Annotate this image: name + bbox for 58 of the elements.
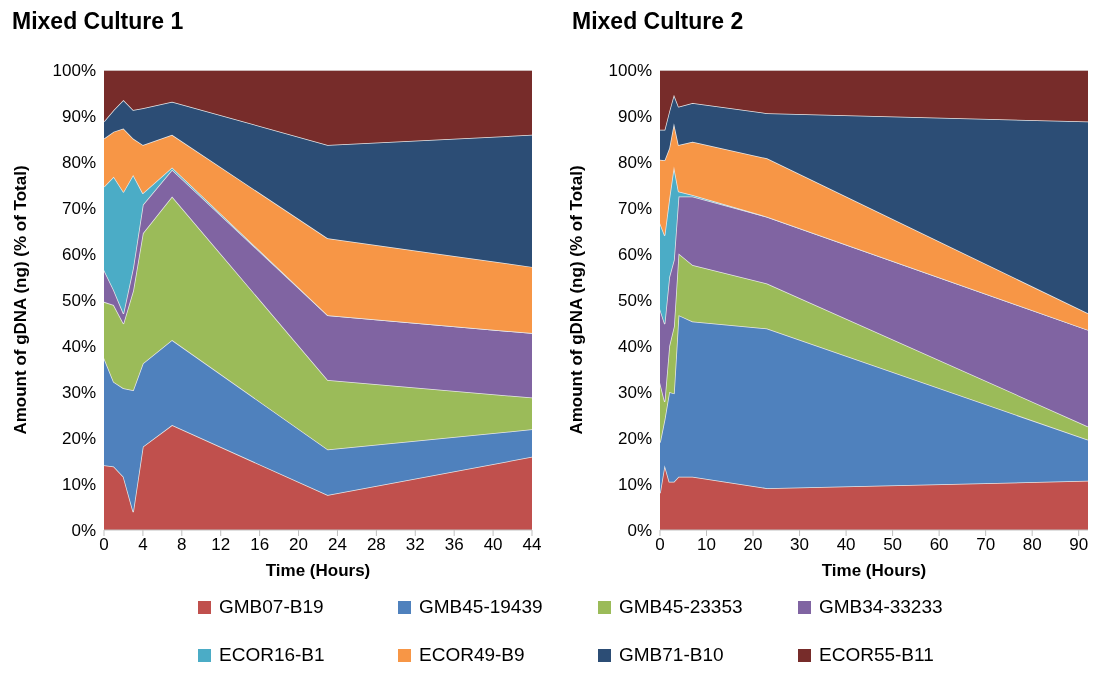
y-tick-label: 90%: [617, 107, 652, 127]
x-tick-label: 30: [790, 535, 810, 555]
y-tick-label: 80%: [617, 153, 652, 173]
y-tick-label: 100%: [52, 61, 96, 81]
y-tick-label: 20%: [61, 429, 96, 449]
y-tick-label: 0%: [627, 521, 652, 541]
x-tick-label: 36: [444, 535, 464, 555]
x-axis-title: Time (Hours): [821, 561, 927, 580]
y-tick-label: 40%: [61, 337, 96, 357]
legend-label: ECOR55-B11: [819, 644, 934, 666]
y-tick-label: 100%: [608, 61, 652, 81]
y-tick-label: 70%: [617, 199, 652, 219]
y-axis-title: Amount of gDNA (ng) (% of Total): [11, 165, 31, 435]
y-tick-label: 50%: [617, 291, 652, 311]
y-tick-label: 70%: [61, 199, 96, 219]
x-tick-label: 28: [366, 535, 386, 555]
y-tick-label: 0%: [71, 521, 96, 541]
y-tick-label: 30%: [617, 383, 652, 403]
x-tick-label: 0: [655, 535, 665, 555]
legend-label: GMB71-B10: [619, 644, 724, 666]
x-tick-label: 20: [743, 535, 763, 555]
y-tick-label: 20%: [617, 429, 652, 449]
y-tick-label: 30%: [61, 383, 96, 403]
legend-label: ECOR16-B1: [219, 644, 325, 666]
legend-label: GMB07-B19: [219, 596, 324, 618]
chart-title: Mixed Culture 1: [12, 8, 184, 35]
x-tick-label: 24: [327, 535, 347, 555]
y-tick-label: 10%: [617, 475, 652, 495]
y-tick-label: 90%: [61, 107, 96, 127]
x-tick-label: 32: [405, 535, 425, 555]
x-tick-label: 44: [522, 535, 542, 555]
x-tick-label: 12: [211, 535, 231, 555]
x-tick-label: 60: [929, 535, 949, 555]
chart-title: Mixed Culture 2: [572, 8, 744, 35]
x-tick-label: 90: [1069, 535, 1089, 555]
x-tick-label: 40: [836, 535, 856, 555]
x-tick-label: 0: [99, 535, 109, 555]
y-tick-label: 40%: [617, 337, 652, 357]
y-tick-label: 10%: [61, 475, 96, 495]
legend-label: GMB34-33233: [819, 596, 943, 618]
x-tick-label: 80: [1022, 535, 1042, 555]
legend-label: GMB45-19439: [419, 596, 543, 618]
legend-label: GMB45-23353: [619, 596, 743, 618]
x-tick-label: 70: [976, 535, 996, 555]
legend-label: ECOR49-B9: [419, 644, 525, 666]
x-tick-label: 20: [289, 535, 309, 555]
x-tick-label: 4: [138, 535, 148, 555]
x-tick-label: 40: [483, 535, 503, 555]
x-tick-label: 50: [883, 535, 903, 555]
y-tick-label: 60%: [617, 245, 652, 265]
y-axis-title: Amount of gDNA (ng) (% of Total): [567, 165, 587, 435]
y-tick-label: 60%: [61, 245, 96, 265]
x-axis-title: Time (Hours): [265, 561, 371, 580]
x-tick-label: 8: [177, 535, 187, 555]
x-tick-label: 16: [250, 535, 270, 555]
x-tick-label: 10: [697, 535, 716, 555]
y-tick-label: 50%: [61, 291, 96, 311]
y-tick-label: 80%: [61, 153, 96, 173]
